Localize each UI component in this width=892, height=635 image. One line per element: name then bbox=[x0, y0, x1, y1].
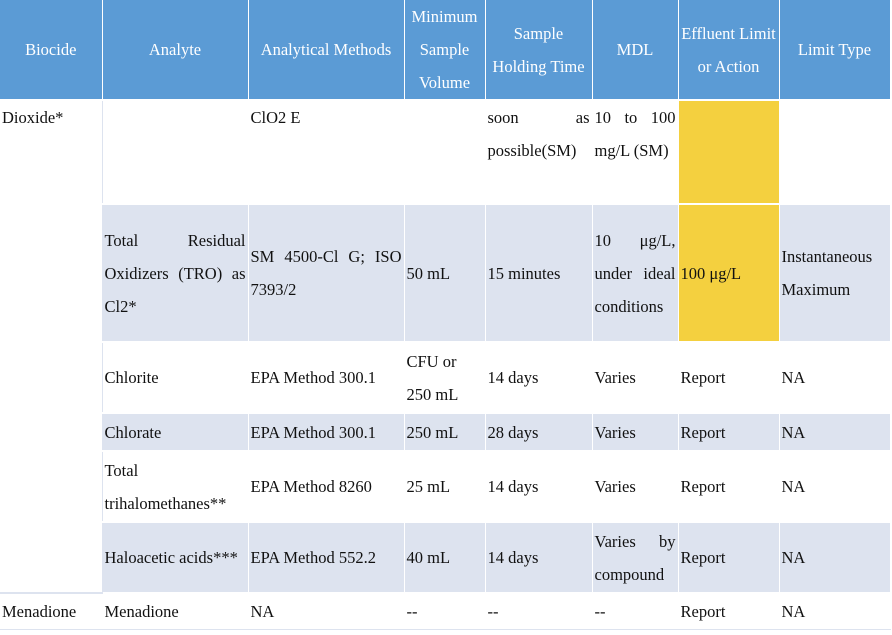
mdl-cell: Varies by compound bbox=[592, 521, 679, 593]
header-biocide: Biocide bbox=[0, 0, 103, 100]
limit-type-cell: Instantaneous Maximum bbox=[779, 203, 891, 342]
method-cell: EPA Method 300.1 bbox=[248, 341, 405, 414]
table-row: Chlorate EPA Method 300.1 250 mL 28 days… bbox=[0, 412, 891, 451]
method-cell: EPA Method 552.2 bbox=[248, 521, 405, 593]
limit-type-cell: NA bbox=[779, 521, 891, 593]
table-row: Chlorite EPA Method 300.1 CFU or 250 mL … bbox=[0, 341, 891, 414]
mdl-cell: Varies bbox=[592, 450, 679, 523]
effluent-limit-cell: Report bbox=[678, 341, 780, 414]
volume-cell: 40 mL bbox=[404, 521, 486, 593]
mdl-cell: 10 to 100 mg/L (SM) bbox=[592, 99, 679, 205]
header-minimum-sample-volume: Minimum Sample Volume bbox=[404, 0, 486, 100]
holding-time-cell: 28 days bbox=[485, 412, 593, 451]
effluent-limit-cell: Report bbox=[678, 412, 780, 451]
header-mdl: MDL bbox=[592, 0, 679, 100]
volume-cell: 25 mL bbox=[404, 450, 486, 523]
header-row: Biocide Analyte Analytical Methods Minim… bbox=[0, 0, 891, 100]
biocide-cell: Menadione bbox=[0, 592, 103, 630]
mdl-cell: Varies bbox=[592, 341, 679, 414]
mdl-cell: Varies bbox=[592, 412, 679, 451]
volume-cell bbox=[404, 99, 486, 205]
table-row: Dioxide* ClO2 E soon as possible(SM) 10 … bbox=[0, 99, 891, 594]
limit-type-cell bbox=[779, 99, 891, 205]
volume-cell: CFU or 250 mL bbox=[404, 341, 486, 414]
effluent-limit-cell: Report bbox=[678, 450, 780, 523]
holding-time-cell: 14 days bbox=[485, 341, 593, 414]
header-analyte: Analyte bbox=[102, 0, 249, 100]
biocide-cell: Dioxide* bbox=[0, 99, 103, 594]
table-row: Total Residual Oxidizers (TRO) as Cl2* S… bbox=[0, 203, 891, 342]
analyte-cell: Menadione bbox=[102, 592, 249, 630]
effluent-limit-cell: Report bbox=[678, 521, 780, 593]
limit-type-cell: NA bbox=[779, 592, 891, 630]
table-row: Total trihalomethanes** EPA Method 8260 … bbox=[0, 450, 891, 523]
mdl-cell: 10 μg/L, under ideal conditions bbox=[592, 203, 679, 342]
holding-time-cell: -- bbox=[485, 592, 593, 630]
method-cell: SM 4500-Cl G; ISO 7393/2 bbox=[248, 203, 405, 342]
analyte-cell: Total Residual Oxidizers (TRO) as Cl2* bbox=[102, 203, 249, 342]
analyte-cell bbox=[102, 99, 249, 205]
table-row: Menadione Menadione NA -- -- -- Report N… bbox=[0, 592, 891, 630]
header-effluent-limit: Effluent Limit or Action bbox=[678, 0, 780, 100]
method-cell: ClO2 E bbox=[248, 99, 405, 205]
analyte-cell: Chlorite bbox=[102, 341, 249, 414]
analyte-cell: Total trihalomethanes** bbox=[102, 450, 249, 523]
method-cell: EPA Method 300.1 bbox=[248, 412, 405, 451]
effluent-limit-cell: 100 μg/L bbox=[678, 203, 780, 342]
volume-cell: -- bbox=[404, 592, 486, 630]
volume-cell: 250 mL bbox=[404, 412, 486, 451]
analyte-cell: Chlorate bbox=[102, 412, 249, 451]
analyte-cell: Haloacetic acids*** bbox=[102, 521, 249, 593]
holding-time-cell: 14 days bbox=[485, 521, 593, 593]
holding-time-cell: soon as possible(SM) bbox=[485, 99, 593, 205]
effluent-limit-cell: Report bbox=[678, 592, 780, 630]
holding-time-cell: 15 minutes bbox=[485, 203, 593, 342]
holding-time-cell: 14 days bbox=[485, 450, 593, 523]
header-analytical-methods: Analytical Methods bbox=[248, 0, 405, 100]
mdl-cell: -- bbox=[592, 592, 679, 630]
limit-type-cell: NA bbox=[779, 450, 891, 523]
method-cell: NA bbox=[248, 592, 405, 630]
header-limit-type: Limit Type bbox=[779, 0, 891, 100]
limit-type-cell: NA bbox=[779, 412, 891, 451]
method-cell: EPA Method 8260 bbox=[248, 450, 405, 523]
effluent-limit-cell bbox=[678, 99, 780, 205]
volume-cell: 50 mL bbox=[404, 203, 486, 342]
table-row: Haloacetic acids*** EPA Method 552.2 40 … bbox=[0, 521, 891, 593]
header-sample-holding-time: Sample Holding Time bbox=[485, 0, 593, 100]
limit-type-cell: NA bbox=[779, 341, 891, 414]
